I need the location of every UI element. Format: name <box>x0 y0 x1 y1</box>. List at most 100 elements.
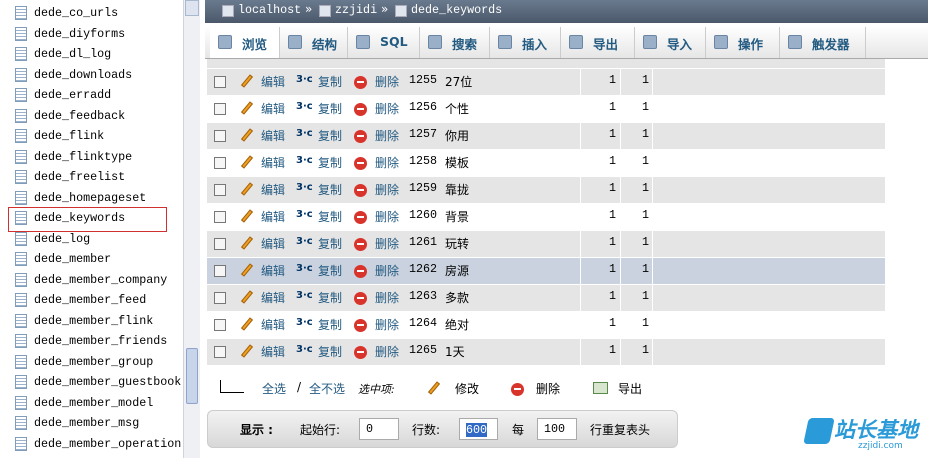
row-checkbox[interactable] <box>214 184 226 196</box>
every-input[interactable]: 100 <box>537 418 577 440</box>
table-link[interactable]: dede_log <box>34 231 91 246</box>
table-link[interactable]: dede_flinktype <box>34 149 133 164</box>
rows-input[interactable]: 600 <box>459 418 498 440</box>
copy-link[interactable]: 复制 <box>318 237 343 251</box>
tab-label[interactable]: 搜索 <box>452 37 478 52</box>
row-checkbox[interactable] <box>214 211 226 223</box>
table-link[interactable]: dede_member_model <box>34 395 154 410</box>
row-checkbox[interactable] <box>214 103 226 115</box>
table-link[interactable]: dede_erradd <box>34 88 112 102</box>
row-checkbox[interactable] <box>214 130 226 142</box>
edit-link[interactable]: 编辑 <box>261 75 286 89</box>
delete-link[interactable]: 删除 <box>375 318 400 332</box>
row-checkbox[interactable] <box>214 157 226 169</box>
crumb[interactable]: localhost <box>238 3 302 17</box>
crumb[interactable]: dede_keywords <box>411 3 503 17</box>
table-link[interactable]: dede_member_msg <box>34 416 140 430</box>
copy-link[interactable]: 复制 <box>318 345 343 359</box>
edit-link[interactable]: 编辑 <box>261 210 286 224</box>
tab[interactable] <box>706 27 780 58</box>
row-checkbox[interactable] <box>214 319 226 331</box>
delete-link[interactable]: 删除 <box>375 264 400 278</box>
copy-link[interactable]: 复制 <box>318 264 343 278</box>
edit-link[interactable]: 编辑 <box>261 129 286 143</box>
table-link[interactable]: dede_member_friends <box>34 334 168 348</box>
row-checkbox[interactable] <box>214 346 226 358</box>
scroll-up[interactable] <box>185 0 199 16</box>
table-link[interactable]: dede_homepageset <box>34 190 147 205</box>
delete-link[interactable]: 删除 <box>375 129 400 143</box>
table-link[interactable]: dede_keywords <box>34 211 126 225</box>
tab[interactable] <box>635 27 706 58</box>
edit-link[interactable]: 编辑 <box>261 291 286 305</box>
table-link[interactable]: dede_freelist <box>34 170 126 184</box>
tab-label[interactable]: 导入 <box>667 37 693 52</box>
table-link[interactable]: dede_member_group <box>34 354 154 369</box>
table-link[interactable]: dede_downloads <box>34 67 133 82</box>
tab[interactable] <box>280 27 348 58</box>
row-checkbox[interactable] <box>214 292 226 304</box>
bulk-delete[interactable]: 删除 <box>536 382 561 396</box>
table-link[interactable]: dede_member_operation <box>34 436 182 451</box>
edit-link[interactable]: 编辑 <box>261 156 286 170</box>
edit-link[interactable]: 编辑 <box>261 102 286 116</box>
start-input[interactable]: 0 <box>359 418 399 440</box>
edit-link[interactable]: 编辑 <box>261 237 286 251</box>
delete-link[interactable]: 删除 <box>375 291 400 305</box>
uncheck-all[interactable]: 全不选 <box>309 382 346 396</box>
tab-label[interactable]: 操作 <box>738 37 764 52</box>
delete-link[interactable]: 删除 <box>375 345 400 359</box>
copy-link[interactable]: 复制 <box>318 318 343 332</box>
delete-link[interactable]: 删除 <box>375 210 400 224</box>
row-checkbox[interactable] <box>214 265 226 277</box>
table-link[interactable]: dede_co_urls <box>34 6 119 20</box>
table-link[interactable]: dede_dl_log <box>34 47 112 61</box>
copy-link[interactable]: 复制 <box>318 210 343 224</box>
tab[interactable] <box>561 27 635 58</box>
check-all[interactable]: 全选 <box>262 382 287 396</box>
edit-link[interactable]: 编辑 <box>261 318 286 332</box>
bulk-export[interactable]: 导出 <box>618 382 643 396</box>
edit-link[interactable]: 编辑 <box>261 264 286 278</box>
tab-label[interactable]: SQL <box>380 34 408 49</box>
table-link[interactable]: dede_member_company <box>34 272 168 287</box>
edit-link[interactable]: 编辑 <box>261 345 286 359</box>
table-link[interactable]: dede_diyforms <box>34 26 126 41</box>
scrollbar[interactable] <box>183 0 200 458</box>
copy-link[interactable]: 复制 <box>318 102 343 116</box>
delete-link[interactable]: 删除 <box>375 183 400 197</box>
table-link[interactable]: dede_member_guestbook <box>34 375 182 389</box>
table-link[interactable]: dede_member_feed <box>34 293 147 307</box>
tab-label[interactable]: 触发器 <box>812 37 850 52</box>
table-link[interactable]: dede_feedback <box>34 108 126 123</box>
flag-cell: 1 <box>641 181 649 195</box>
tab-label[interactable]: 导出 <box>593 37 619 52</box>
scroll-thumb[interactable] <box>186 348 198 404</box>
tab[interactable] <box>490 27 561 58</box>
copy-link[interactable]: 复制 <box>318 291 343 305</box>
delete-link[interactable]: 删除 <box>375 75 400 89</box>
tab-label[interactable]: 结构 <box>312 37 338 52</box>
bulk-edit[interactable]: 修改 <box>455 382 480 396</box>
delete-link[interactable]: 删除 <box>375 156 400 170</box>
tab-label[interactable]: 插入 <box>522 37 548 52</box>
tab-label[interactable]: 浏览 <box>242 37 268 52</box>
table-row <box>207 95 885 122</box>
table-link[interactable]: dede_member <box>34 252 112 266</box>
tab[interactable] <box>348 27 420 58</box>
table-link[interactable]: dede_flink <box>34 129 105 143</box>
row-checkbox[interactable] <box>214 238 226 250</box>
tab[interactable] <box>420 27 490 58</box>
edit-link[interactable]: 编辑 <box>261 183 286 197</box>
tab[interactable] <box>780 27 866 58</box>
copy-link[interactable]: 复制 <box>318 156 343 170</box>
delete-link[interactable]: 删除 <box>375 102 400 116</box>
crumb[interactable]: zzjidi <box>335 3 378 17</box>
copy-link[interactable]: 复制 <box>318 129 343 143</box>
row-checkbox[interactable] <box>214 76 226 88</box>
id-cell: 1260 <box>409 208 438 222</box>
delete-link[interactable]: 删除 <box>375 237 400 251</box>
copy-link[interactable]: 复制 <box>318 183 343 197</box>
table-link[interactable]: dede_member_flink <box>34 313 154 328</box>
copy-link[interactable]: 复制 <box>318 75 343 89</box>
